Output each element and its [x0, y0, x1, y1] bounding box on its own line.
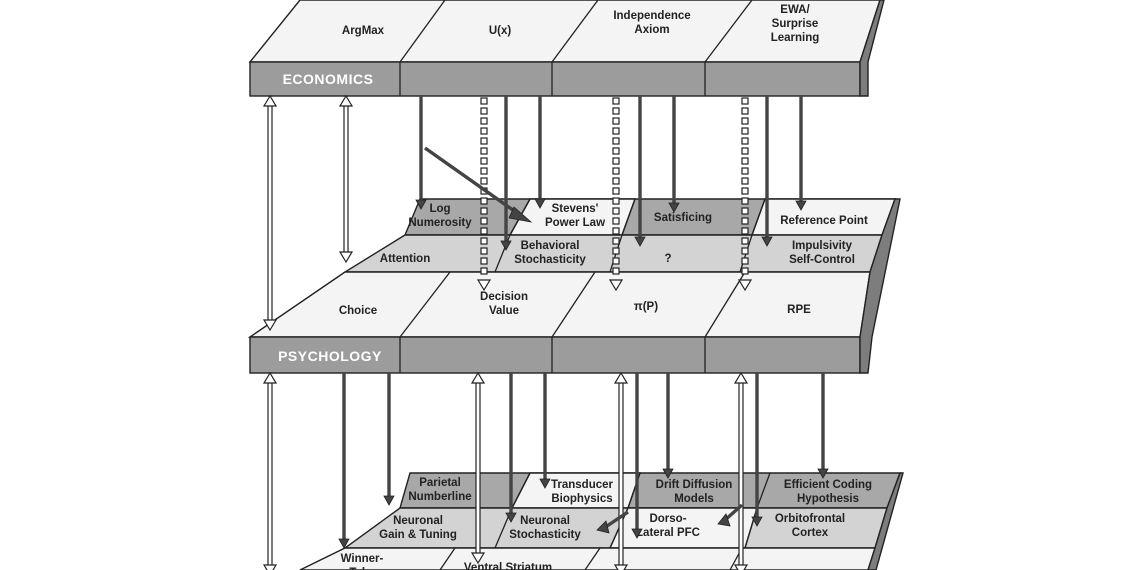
arrow-psych-neuro-mid: [618, 381, 624, 567]
arrow-psych-neuro-right-head-bottom: [733, 564, 749, 570]
arrow-econ-attention-head-bottom: [338, 251, 354, 264]
psych-cell-behavioral-stochasticity: Behavioral Stochasticity: [514, 240, 586, 266]
arrow-psych-neuro-left-head-top: [262, 371, 278, 384]
neuro-cell-orbitofrontal-cortex: Orbitofrontal Cortex: [775, 513, 845, 539]
neuro-cell-efficient-coding: Efficient Coding Hypothesis: [784, 479, 872, 505]
arrow-psych-dorsolateral-head: [631, 528, 643, 539]
arrow-indep-pi: [608, 279, 624, 292]
arrow-indep-question-head: [634, 236, 646, 247]
econ-cell-ewa-learning: EWA/Surprise Learning: [771, 4, 820, 44]
psychology-label: PSYCHOLOGY: [278, 348, 382, 364]
arrow-econ-attention-head-top: [338, 94, 354, 107]
arrow-econ-psych-left: [267, 104, 273, 322]
neuro-cell-transducer-biophysics: Transducer Biophysics: [551, 479, 614, 505]
arrow-psych-transducer-head: [539, 478, 551, 489]
arrow-ux-stochasticity-head: [500, 240, 512, 251]
arrow-diag-dlpfc-2-head: [717, 513, 731, 527]
psych-cell-decision-value: Decision Value: [480, 291, 528, 317]
arrow-psych-ventral-striatum-head-bottom: [470, 552, 486, 565]
arrow-diagonal-stevens-head: [508, 206, 533, 223]
psych-cell-rpe: RPE: [787, 304, 811, 316]
neuro-cell-dorsolateral-pfc: Dorso-Lateral PFC: [636, 513, 700, 539]
arrow-ux-decision-value: [476, 279, 492, 292]
arrow-argmax-log-numerosity-head: [415, 199, 427, 210]
psych-cell-pi-p: π(P): [634, 301, 658, 313]
arrow-psych-ventral-striatum-head-top: [470, 371, 486, 384]
arrow-ewa-reference-point-head: [795, 200, 807, 211]
psych-cell-question: ?: [664, 253, 671, 265]
econ-cell-utility: U(x): [489, 25, 512, 37]
psych-cell-choice: Choice: [339, 305, 377, 317]
arrow-psych-neuro-left: [267, 381, 273, 567]
economics-label: ECONOMICS: [283, 71, 374, 87]
neuro-cell-neuronal-gain: Neuronal Gain & Tuning: [379, 515, 457, 541]
neuro-cell-parietal-numberline: Parietal Numberline: [408, 477, 471, 503]
econ-cell-independence-axiom: Independence Axiom: [613, 10, 690, 36]
econ-cell-argmax: ArgMax: [342, 25, 385, 37]
arrow-psych-neuro-mid-head-top: [613, 371, 629, 384]
psych-cell-log-numerosity: Log Numerosity: [408, 203, 472, 229]
arrow-indep-satisficing-head: [668, 202, 680, 213]
arrow-ewa-rpe: [737, 279, 753, 292]
psych-cell-satisficing: Satisficing: [654, 212, 712, 224]
psychology-layer: PSYCHOLOGY Log Numerosity Stevens' Power L…: [247, 198, 901, 374]
arrow-psych-efficient-coding-head: [817, 468, 829, 479]
neuro-side-face: [867, 472, 904, 570]
economics-front-face: [249, 61, 861, 97]
arrow-psych-ventral-striatum: [475, 381, 481, 555]
arrow-diagonal-stevens: [424, 146, 521, 217]
neuro-cell-drift-diffusion: Drift Diffusion Models: [656, 479, 733, 505]
arrow-diag-dlpfc-1: [603, 510, 629, 530]
economics-layer: ECONOMICS ArgMax U(x) Independence Axiom …: [248, 0, 885, 97]
arrow-psych-neuronal-gain-head: [338, 538, 350, 549]
neuro-cell-ventral-striatum: Ventral Striatum: [464, 562, 552, 570]
arrow-econ-attention: [343, 104, 349, 254]
arrow-psych-neuro-right: [738, 381, 744, 567]
psych-cell-stevens-power-law: Stevens' Power Law: [545, 203, 605, 229]
connection-arrows: [262, 94, 829, 570]
arrow-psych-neuro-mid-head-bottom: [613, 564, 629, 570]
arrow-econ-psych-left-head-bottom: [262, 319, 278, 332]
psych-cell-attention: Attention: [380, 253, 430, 265]
arrow-psych-neuro-right-head-top: [733, 371, 749, 384]
psychology-front-face: [249, 336, 861, 374]
neuro-cell-winner-take: Winner-Take: [341, 553, 384, 570]
arrow-ux-stevens-head: [534, 198, 546, 209]
arrow-psych-drift-diffusion-head: [662, 468, 674, 479]
psych-cell-impulsivity: Impulsivity Self-Control: [789, 240, 855, 266]
arrow-ewa-impulsivity-head: [761, 236, 773, 247]
neuro-cell-neuronal-stochasticity: Neuronal Stochasticity: [509, 515, 581, 541]
arrow-psych-orbitofrontal-head: [751, 516, 763, 527]
arrow-psych-neuro-left-head-bottom: [262, 564, 278, 570]
arrow-psych-neuronal-stochasticity-head: [505, 512, 517, 523]
arrow-psych-parietal-head: [383, 495, 395, 506]
psych-cell-reference-point: Reference Point: [780, 215, 868, 227]
arrow-econ-psych-left-head-top: [262, 94, 278, 107]
arrow-diag-dlpfc-2: [723, 503, 744, 522]
arrow-diag-dlpfc-1-head: [596, 520, 610, 534]
psychology-side-face: [859, 198, 901, 374]
economics-side-face: [859, 0, 885, 97]
